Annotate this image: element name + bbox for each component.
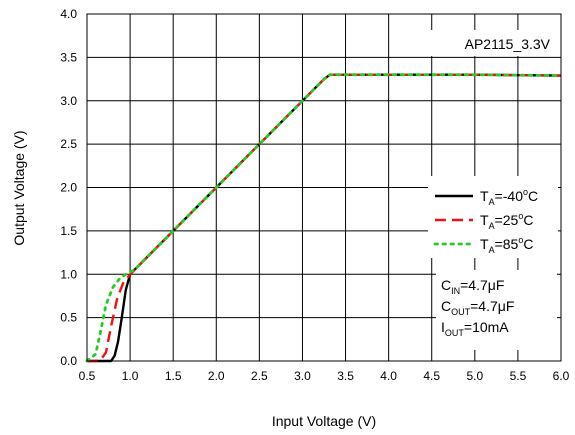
legend-label-sup: o xyxy=(523,187,528,197)
x-tick-label: 4.5 xyxy=(423,369,440,383)
legend-label-sub: A xyxy=(489,221,495,231)
legend-label-sub: A xyxy=(489,197,495,207)
condition-unit: F xyxy=(496,277,505,293)
condition-main: I xyxy=(441,319,445,335)
condition-main: C xyxy=(441,277,451,293)
x-tick-label: 2.5 xyxy=(251,369,268,383)
legend-label-main: T xyxy=(480,236,489,252)
condition-sub: OUT xyxy=(445,328,465,338)
x-tick-label: 3.0 xyxy=(294,369,311,383)
condition-rest: =10mA xyxy=(464,319,509,335)
conditions-box xyxy=(436,270,557,350)
condition-line: CIN=4.7μF xyxy=(441,277,504,296)
condition-mu: μ xyxy=(498,298,506,314)
legend-label-main: T xyxy=(480,212,489,228)
series-line xyxy=(85,73,563,363)
y-tick-label: 1.0 xyxy=(60,267,77,281)
legend-label-rest: =-40 xyxy=(495,188,524,204)
condition-sub: IN xyxy=(451,286,460,296)
condition-unit: F xyxy=(506,298,515,314)
legend-label: TA=85oC xyxy=(480,235,533,255)
x-tick-label: 1.0 xyxy=(122,369,139,383)
x-tick-labels: 0.5 1.0 1.5 2.0 2.5 3.0 3.5 4.0 4.5 5.0 5.5 6.0 xyxy=(79,369,570,383)
x-tick-label: 1.5 xyxy=(165,369,182,383)
x-tick-label: 4.0 xyxy=(380,369,397,383)
x-tick-label: 5.5 xyxy=(510,369,527,383)
x-axis-title: Input Voltage (V) xyxy=(272,413,376,429)
plot-area-frame xyxy=(86,13,562,362)
legend-label-main: T xyxy=(480,188,489,204)
y-tick-label: 3.5 xyxy=(60,50,77,64)
y-tick-labels: 0.0 0.5 1.0 1.5 2.0 2.5 3.0 3.5 4.0 xyxy=(60,7,77,368)
y-tick-label: 2.0 xyxy=(60,181,77,195)
legend-label-unit: C xyxy=(523,212,533,228)
y-tick-label: 1.5 xyxy=(60,224,77,238)
y-tick-label: 3.0 xyxy=(60,94,77,108)
x-tick-label: 6.0 xyxy=(553,369,570,383)
series-group xyxy=(85,73,563,363)
legend-label-rest: =85 xyxy=(495,236,519,252)
condition-mu: μ xyxy=(488,277,496,293)
y-tick-label: 2.5 xyxy=(60,137,77,151)
legend-label-sup: o xyxy=(518,211,523,221)
device-label-box xyxy=(412,30,557,56)
condition-rest: =4.7 xyxy=(470,298,498,314)
condition-line: IOUT=10mA xyxy=(441,319,509,338)
legend-label-unit: C xyxy=(523,236,533,252)
condition-line: COUT=4.7μF xyxy=(441,298,514,317)
y-tick-label: 4.0 xyxy=(60,7,77,21)
condition-rest: =4.7 xyxy=(460,277,488,293)
condition-main: C xyxy=(441,298,451,314)
y-tick-label: 0.0 xyxy=(60,354,77,368)
legend-label: TA=25oC xyxy=(480,211,533,231)
legend-label-sub: A xyxy=(489,245,495,255)
legend-label: TA=-40oC xyxy=(480,187,538,207)
condition-sub: OUT xyxy=(451,307,471,317)
legend-label-rest: =25 xyxy=(495,212,519,228)
x-tick-label: 5.0 xyxy=(466,369,483,383)
device-label: AP2115_3.3V xyxy=(465,36,551,52)
x-tick-label: 2.0 xyxy=(208,369,225,383)
y-tick-label: 0.5 xyxy=(60,311,77,325)
legend-label-unit: C xyxy=(528,188,538,204)
legend-label-sup: o xyxy=(518,235,523,245)
y-axis-title: Output Voltage (V) xyxy=(11,130,27,245)
x-tick-label: 0.5 xyxy=(79,369,96,383)
x-tick-label: 3.5 xyxy=(337,369,354,383)
